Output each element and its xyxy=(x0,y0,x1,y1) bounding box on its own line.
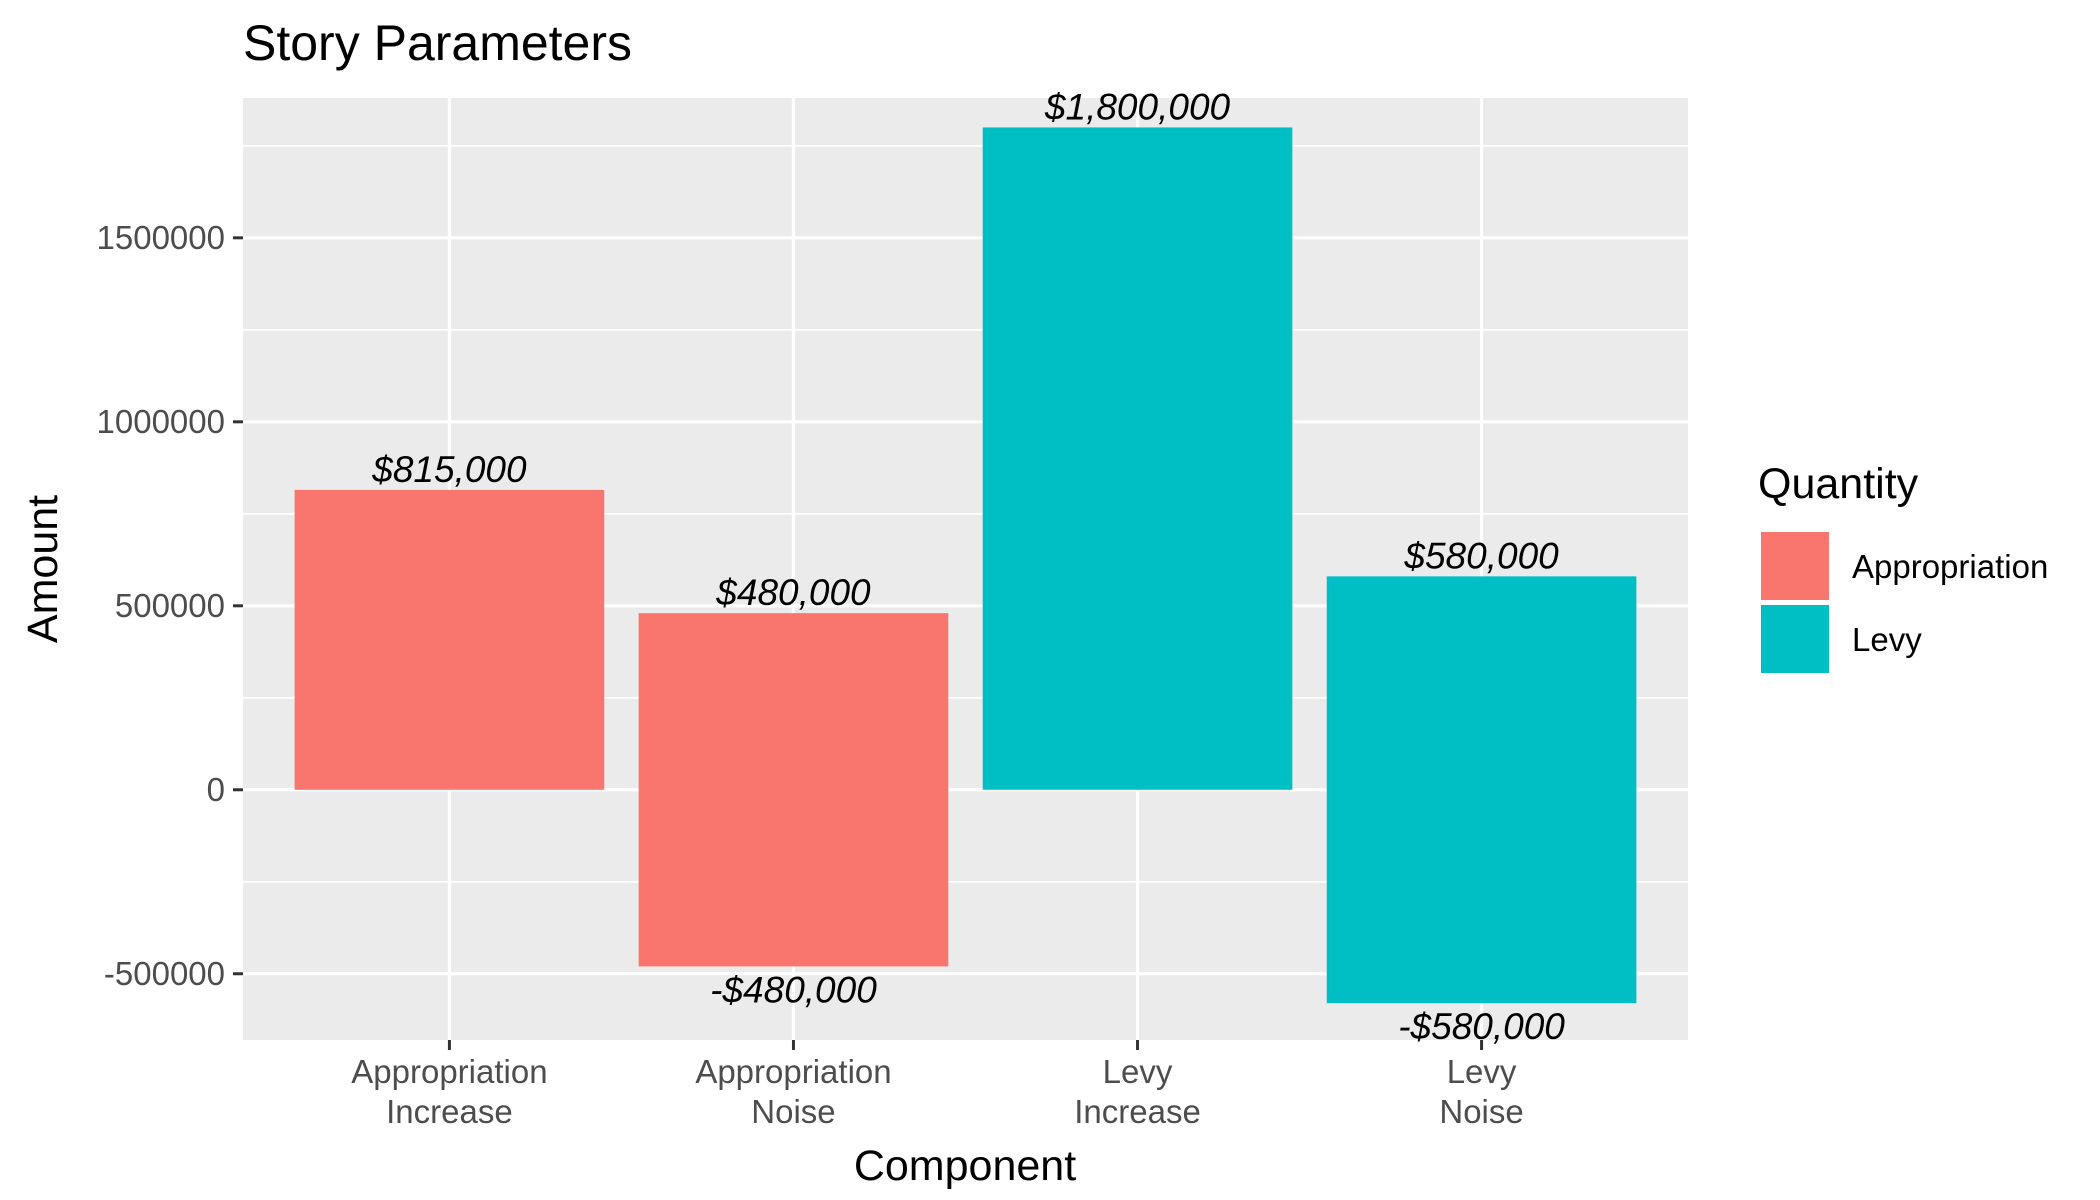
bar xyxy=(294,489,605,790)
data-label: $1,800,000 xyxy=(1044,86,1231,127)
legend-label: Levy xyxy=(1852,621,1922,658)
bar xyxy=(1326,576,1637,1004)
legend-title: Quantity xyxy=(1758,460,1919,508)
x-tick-label: Appropriation Increase xyxy=(351,1053,547,1130)
y-tick-label: 0 xyxy=(207,771,225,808)
chart-title: Story Parameters xyxy=(243,15,632,71)
x-tick-label: Appropriation Noise xyxy=(695,1053,891,1130)
y-tick-label: 1000000 xyxy=(97,403,225,440)
y-tick-label: -500000 xyxy=(104,955,225,992)
bars xyxy=(294,127,1637,1004)
data-label: -$480,000 xyxy=(710,969,877,1010)
x-axis: Appropriation Increase Appropriation Noise L… xyxy=(351,1040,1524,1130)
data-label: $815,000 xyxy=(371,449,527,490)
legend-swatch xyxy=(1759,603,1831,675)
legend-label: Appropriation xyxy=(1852,548,2048,585)
bar xyxy=(982,127,1293,790)
data-label: $580,000 xyxy=(1403,535,1559,576)
y-tick-label: 500000 xyxy=(115,587,225,624)
y-axis: -500000 0 500000 1000000 1500000 xyxy=(97,219,243,992)
legend-swatch xyxy=(1759,530,1831,602)
bar xyxy=(638,613,949,967)
x-tick-label: Levy Increase xyxy=(1074,1053,1201,1130)
x-tick-label: Levy Noise xyxy=(1439,1053,1523,1130)
y-tick-label: 1500000 xyxy=(97,219,225,256)
data-labels: $815,000 $480,000 -$480,000 $1,800,000 $580,… xyxy=(371,86,1565,1047)
x-axis-title: Component xyxy=(854,1142,1076,1190)
y-axis-title: Amount xyxy=(19,495,67,643)
data-label: $480,000 xyxy=(715,572,871,613)
legend: Quantity Appropriation Levy xyxy=(1758,460,2048,675)
